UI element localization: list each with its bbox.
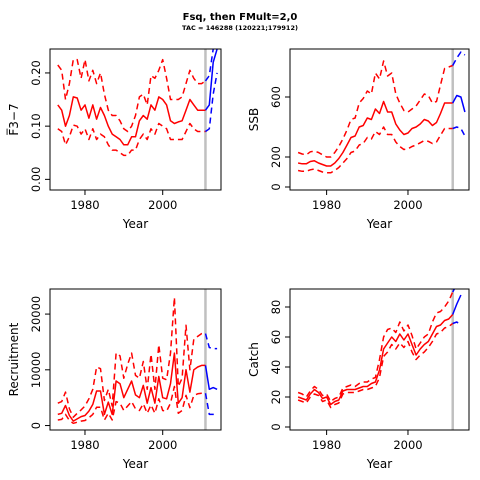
ssb-x-axis-label: Year [366,217,392,231]
recruitment-x-tick-label: 2000 [148,438,177,452]
fbar-plot-area [57,49,218,190]
fbar-series-historical-lower [57,122,206,157]
fbar-y-tick-label: 0.00 [29,167,43,193]
recruitment-axes-frame [49,288,222,431]
fbar-x-axis-label: Year [122,217,148,231]
recruitment-plot-area [57,289,218,430]
recruitment-series-historical-lower [57,385,206,425]
recruitment-y-tick-label: 20000 [29,296,43,333]
catch-series-projection-lower [452,321,462,326]
catch-y-tick-label: 40 [269,360,283,375]
recruitment-series-projection-lower [204,393,218,416]
recruitment-x-tick-label: 1980 [70,438,99,452]
catch-series-projection-upper [452,289,456,293]
ssb-series-projection-upper [452,51,466,66]
ssb-series-projection-median [452,94,466,113]
fbar-x-tick-label: 2000 [148,198,177,212]
ssb-y-tick-label: 200 [269,146,283,168]
catch-axes-frame [289,288,470,431]
catch-x-tick-label: 2000 [393,438,422,452]
recruitment-series-historical-median [57,352,206,422]
fbar-axes-frame [49,48,222,191]
catch-series-historical-upper [297,291,454,403]
fbar-series-historical-upper [57,58,206,133]
recruitment-series-projection-median [204,365,218,391]
fbar-series-historical-median [57,96,206,146]
fbar-series-projection-median [204,49,218,111]
ssb-y-axis-label: SSB [247,108,261,131]
catch-series-historical-lower [297,322,454,409]
ssb-x-tick-label: 1980 [312,198,341,212]
fbar-series-projection-lower [205,72,218,133]
fbar-y-axis-label: F̅3−7 [6,103,21,135]
catch-plot-area [297,289,462,430]
fbar-x-tick-label: 1980 [70,198,99,212]
ssb-y-tick-label: 0 [269,183,283,190]
recruitment-series-projection-upper [204,333,218,350]
catch-x-tick-label: 1980 [312,438,341,452]
fbar-panel: 1980 2000 0.00 0.10 0.20 Year F̅3−7 [6,48,222,231]
ssb-x-tick-label: 2000 [393,198,422,212]
fbar-y-tick-label: 0.10 [29,113,43,139]
ssb-y-tick-label: 600 [269,86,283,108]
catch-x-axis-label: Year [366,457,392,471]
catch-y-tick-label: 60 [269,330,283,345]
catch-y-tick-label: 0 [269,423,283,430]
ssb-plot-area [297,49,466,190]
catch-y-tick-label: 20 [269,390,283,405]
recruitment-y-axis-label: Recruitment [7,322,21,396]
catch-y-tick-label: 80 [269,300,283,315]
recruitment-series-historical-upper [57,296,206,418]
ssb-axes-frame [289,48,470,191]
recruitment-x-axis-label: Year [122,457,148,471]
fbar-series-projection-upper [204,49,215,82]
figure-subtitle: TAC = 146288 (120221;179912) [182,24,298,32]
ssb-series-projection-lower [452,126,466,137]
recruitment-y-tick-label: 0 [29,422,43,429]
ssb-panel: 1980 2000 0 200 600 Year SSB [247,48,470,231]
recruitment-y-tick-label: 10000 [29,352,43,389]
figure-title: Fsq, then FMult=2,0 [183,12,298,23]
catch-series-projection-median [452,294,462,315]
catch-series-historical-median [297,314,454,406]
ssb-series-historical-lower [297,126,453,174]
fbar-y-tick-label: 0.20 [29,60,43,86]
ssb-series-historical-median [297,100,453,167]
catch-panel: 1980 2000 0 20 40 60 80 Year Catch [247,288,470,471]
catch-y-axis-label: Catch [247,342,261,377]
